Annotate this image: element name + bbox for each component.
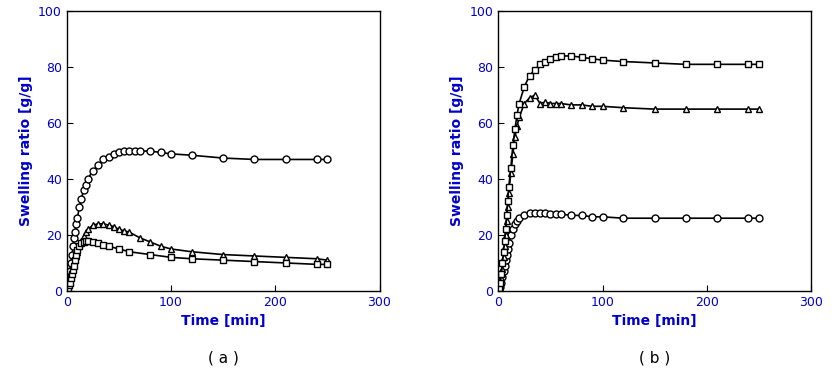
- Text: ( a ): ( a ): [208, 351, 238, 366]
- Y-axis label: Swelling ratio [g/g]: Swelling ratio [g/g]: [18, 76, 33, 226]
- Text: ( b ): ( b ): [639, 351, 670, 366]
- Y-axis label: Swelling ratio [g/g]: Swelling ratio [g/g]: [450, 76, 464, 226]
- X-axis label: Time [min]: Time [min]: [181, 314, 266, 328]
- X-axis label: Time [min]: Time [min]: [612, 314, 697, 328]
